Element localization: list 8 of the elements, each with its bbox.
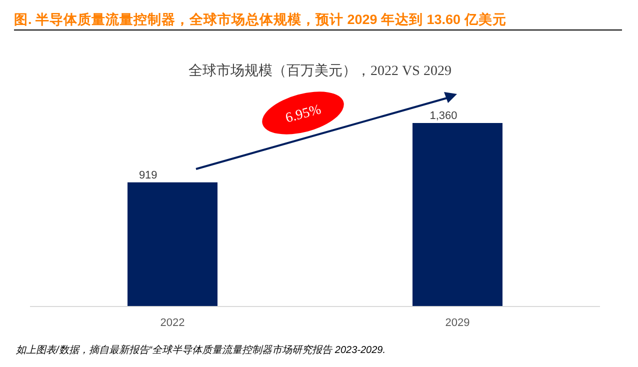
annotation: 6.95% [284, 102, 324, 126]
title: 图. 半导体质量流量控制器，全球市场总体规模，预计 2029 年达到 13.60 亿美元 [14, 12, 506, 27]
text: 如上图表/数据，摘自最新报告“全球半导体质量流量控制器市场研究报告 2023-2029. [15, 344, 386, 356]
subtitle: 全球市场规模（百万美元），2022 VS 2029 [188, 64, 452, 79]
x-tick-label: 2022 [160, 317, 185, 329]
data-label: 1,360 [430, 110, 458, 122]
x-tick-label: 2029 [445, 317, 470, 329]
data-label: 919 [138, 169, 158, 182]
